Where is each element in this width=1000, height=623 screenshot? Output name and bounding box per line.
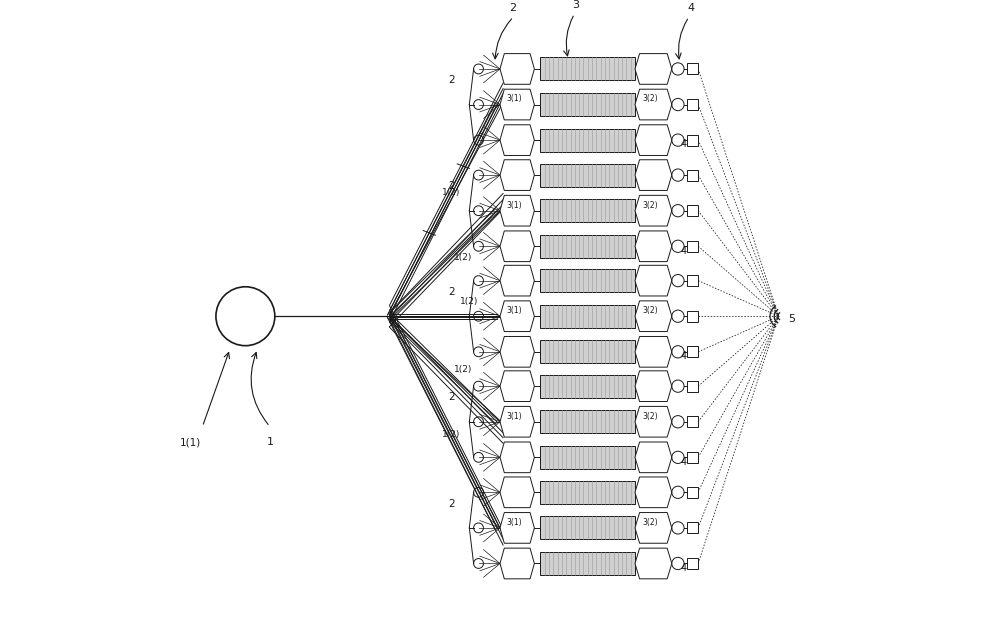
Text: 4: 4 [681, 457, 687, 467]
Polygon shape [500, 265, 534, 296]
Polygon shape [635, 301, 672, 331]
Polygon shape [500, 54, 534, 84]
Polygon shape [500, 442, 534, 473]
Text: 3(1): 3(1) [506, 518, 522, 527]
Bar [687, 522, 698, 533]
Text: 2: 2 [448, 75, 455, 85]
Bar [687, 99, 698, 110]
Text: 1(2): 1(2) [442, 430, 460, 439]
Bar [687, 558, 698, 569]
Polygon shape [500, 301, 534, 331]
Polygon shape [635, 125, 672, 156]
Bar [687, 346, 698, 358]
Polygon shape [635, 159, 672, 191]
Bar [687, 240, 698, 252]
Polygon shape [500, 125, 534, 156]
Text: 1(2): 1(2) [442, 188, 460, 197]
Text: 3(2): 3(2) [643, 518, 658, 527]
Text: 3(1): 3(1) [506, 95, 522, 103]
Polygon shape [500, 159, 534, 191]
Text: 1(2): 1(2) [454, 254, 472, 262]
Bar [540, 374, 635, 397]
Text: 3(1): 3(1) [506, 306, 522, 315]
Text: 4: 4 [687, 2, 694, 12]
Polygon shape [635, 477, 672, 508]
Bar [687, 381, 698, 392]
Polygon shape [500, 231, 534, 262]
Polygon shape [500, 406, 534, 437]
Bar [540, 199, 635, 222]
Bar [540, 164, 635, 187]
Bar [687, 416, 698, 427]
Bar [687, 452, 698, 463]
Text: 3(2): 3(2) [643, 412, 658, 421]
Bar [540, 552, 635, 575]
Polygon shape [635, 54, 672, 84]
Polygon shape [500, 548, 534, 579]
Bar [540, 481, 635, 504]
Polygon shape [635, 442, 672, 473]
Text: 2: 2 [448, 287, 455, 297]
Bar [687, 169, 698, 181]
Bar [687, 135, 698, 146]
Bar [540, 57, 635, 80]
Bar [687, 64, 698, 75]
Bar [540, 93, 635, 116]
Bar [540, 411, 635, 433]
Polygon shape [635, 336, 672, 367]
Polygon shape [500, 513, 534, 543]
Text: 1: 1 [266, 437, 273, 447]
Text: 3(2): 3(2) [643, 201, 658, 209]
Text: 3(1): 3(1) [506, 412, 522, 421]
Text: 3(1): 3(1) [506, 201, 522, 209]
Polygon shape [635, 406, 672, 437]
Polygon shape [500, 336, 534, 367]
Polygon shape [500, 196, 534, 226]
Polygon shape [500, 89, 534, 120]
Text: 2: 2 [509, 2, 516, 12]
Bar [540, 235, 635, 258]
Bar [687, 205, 698, 216]
Bar [687, 311, 698, 321]
Text: 2: 2 [448, 181, 455, 191]
Text: 4: 4 [681, 245, 687, 255]
Polygon shape [635, 231, 672, 262]
Bar [540, 340, 635, 363]
Bar [540, 128, 635, 151]
Text: 1(2): 1(2) [454, 365, 472, 374]
Text: 4: 4 [681, 140, 687, 150]
Text: 3(2): 3(2) [643, 95, 658, 103]
Text: 4: 4 [681, 351, 687, 361]
Bar [540, 305, 635, 328]
Bar [540, 269, 635, 292]
Text: 1(2): 1(2) [460, 297, 478, 306]
Text: 5: 5 [788, 315, 795, 325]
Polygon shape [500, 371, 534, 401]
Text: 2: 2 [448, 392, 455, 402]
Bar [540, 446, 635, 469]
Text: 3(2): 3(2) [643, 306, 658, 315]
Polygon shape [635, 196, 672, 226]
Polygon shape [635, 513, 672, 543]
Polygon shape [635, 89, 672, 120]
Text: 1(1): 1(1) [180, 437, 201, 447]
Polygon shape [635, 548, 672, 579]
Text: 4: 4 [681, 563, 687, 573]
Bar [687, 275, 698, 286]
Bar [687, 487, 698, 498]
Polygon shape [635, 265, 672, 296]
Text: 3: 3 [572, 0, 579, 9]
Polygon shape [500, 477, 534, 508]
Bar [540, 516, 635, 540]
Polygon shape [635, 371, 672, 401]
Text: 2: 2 [448, 498, 455, 508]
